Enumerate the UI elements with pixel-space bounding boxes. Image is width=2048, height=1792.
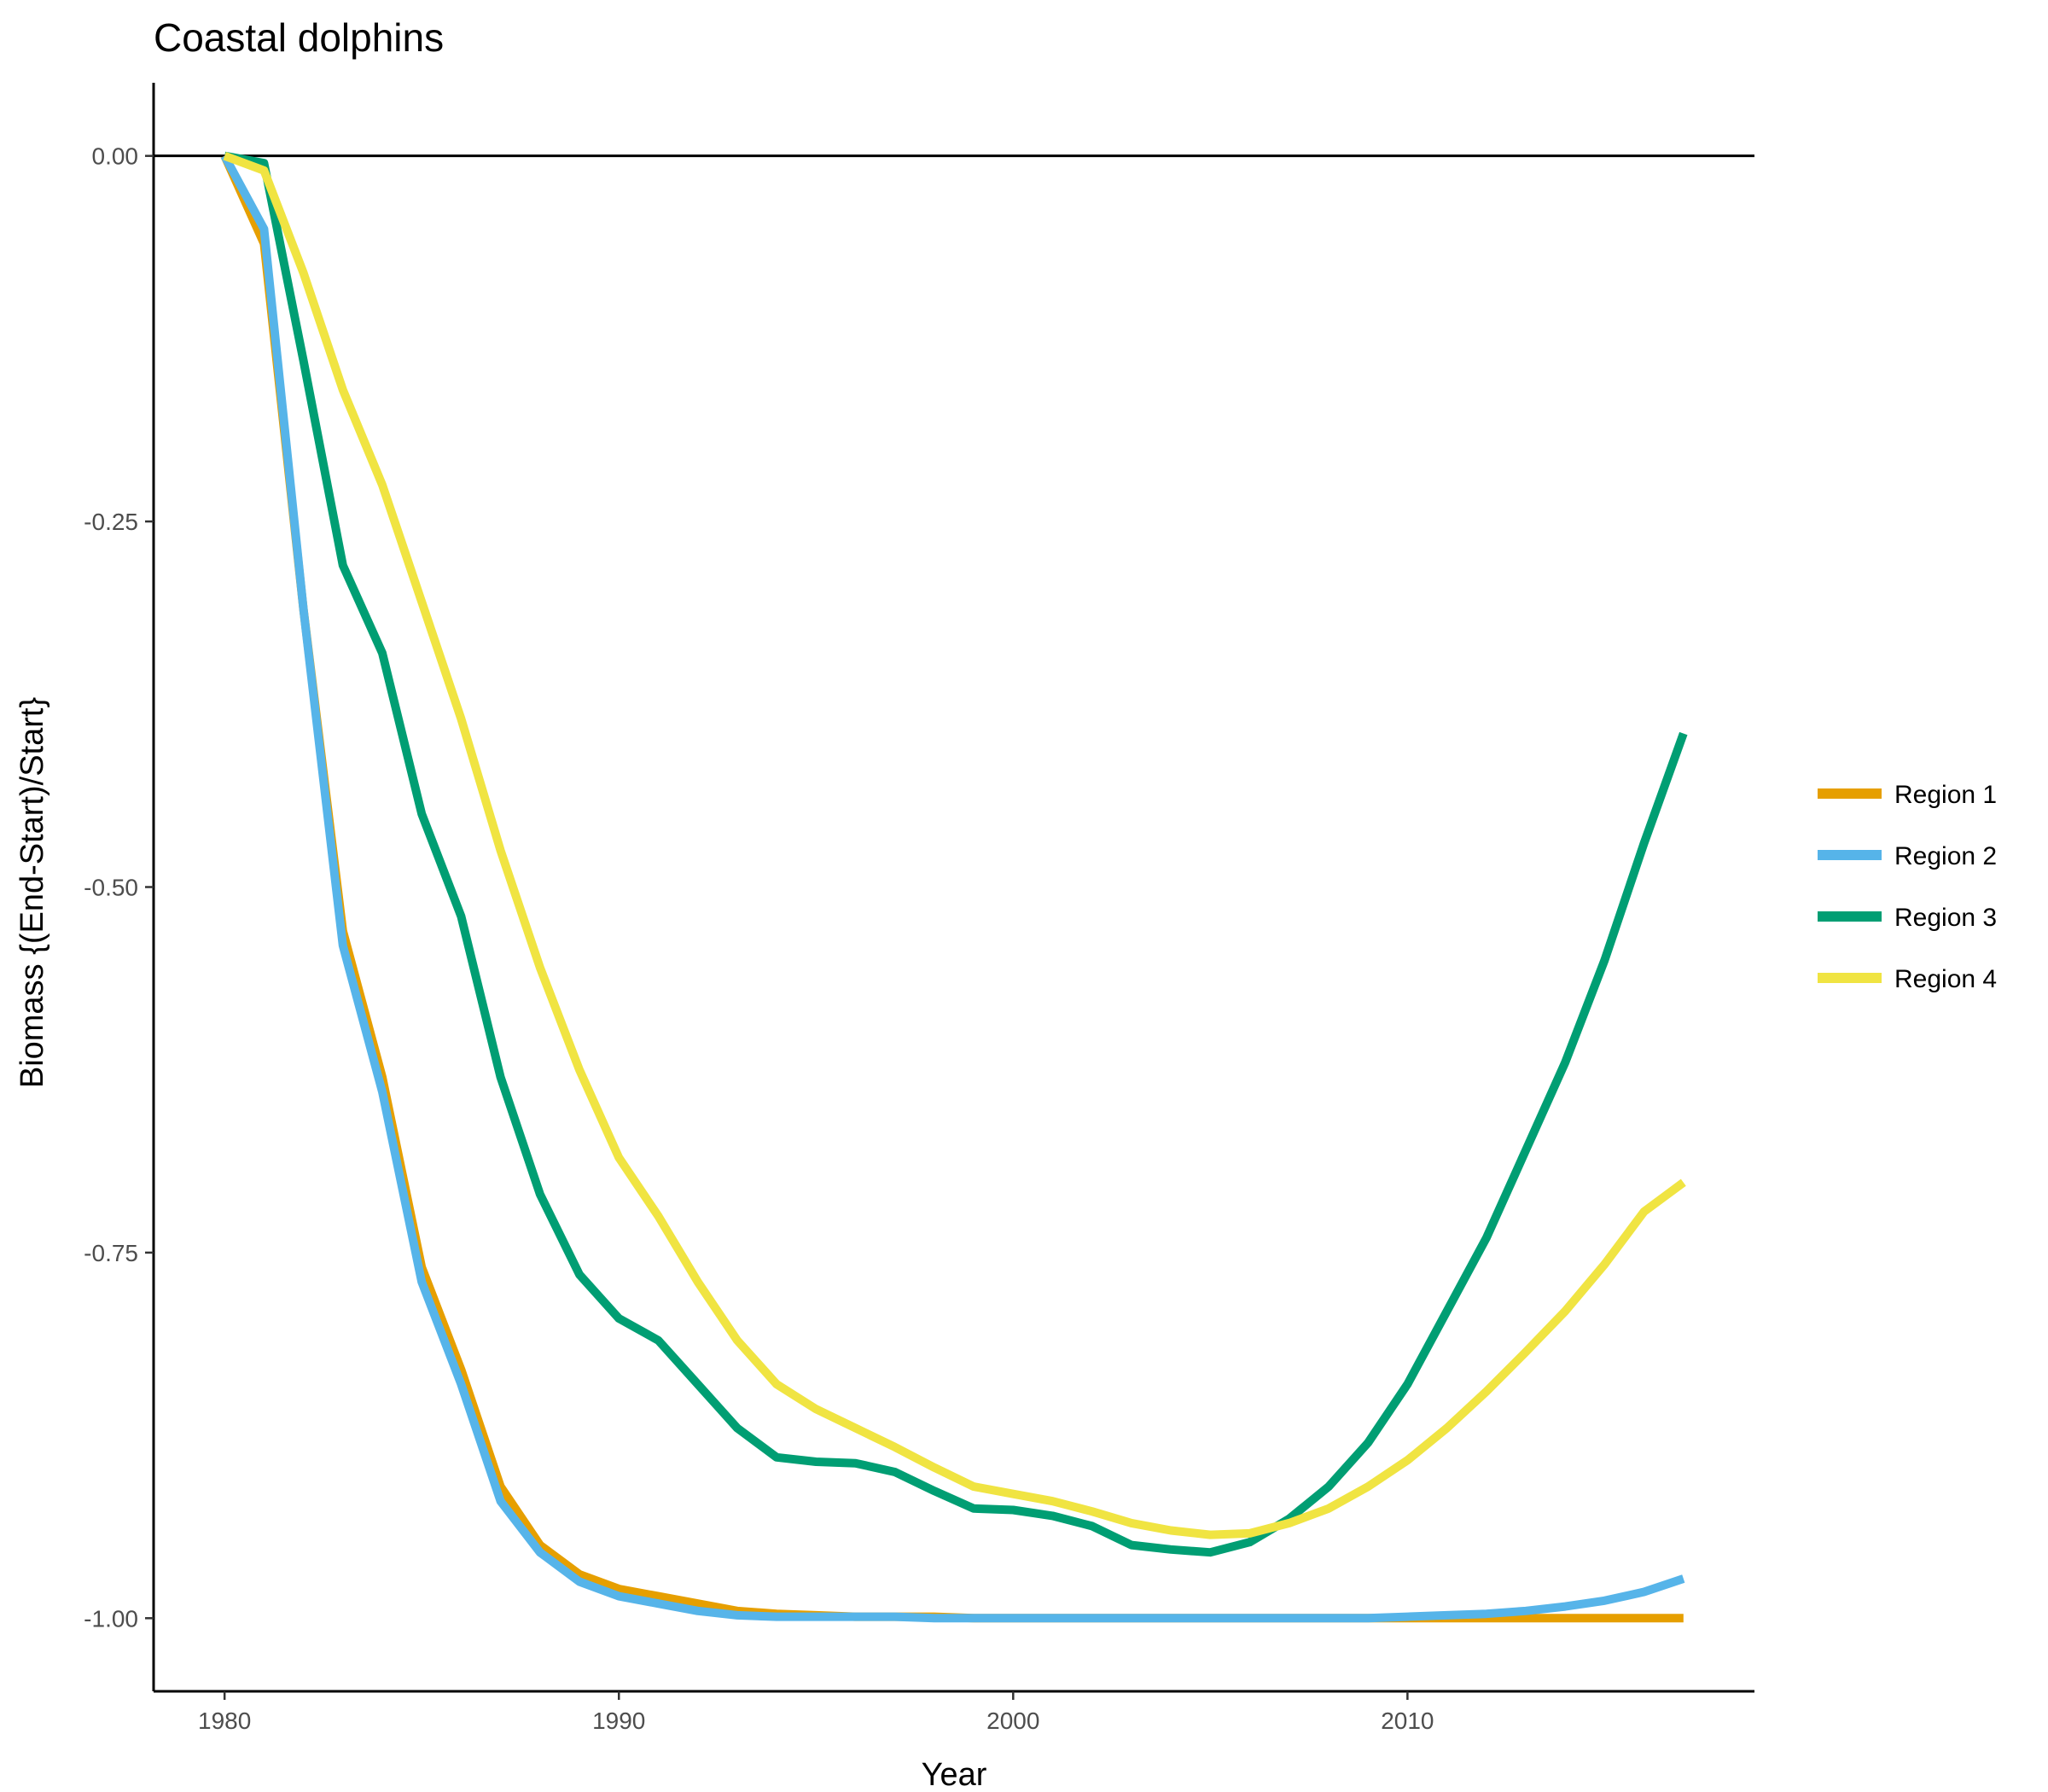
y-tick-label: -0.50 bbox=[84, 875, 138, 901]
y-tick-label: -0.25 bbox=[84, 509, 138, 535]
series-line-region-1 bbox=[220, 154, 1684, 1623]
series-line-region-3 bbox=[224, 151, 1688, 1557]
x-tick-label: 2010 bbox=[1381, 1708, 1434, 1734]
y-tick-label: -0.75 bbox=[84, 1240, 138, 1266]
y-axis-title: Biomass {(End-Start)/Start} bbox=[15, 697, 50, 1088]
x-tick-label: 1980 bbox=[198, 1708, 251, 1734]
legend-label-region-4: Region 4 bbox=[1894, 965, 1997, 993]
legend-label-region-3: Region 3 bbox=[1894, 904, 1997, 932]
legend: Region 1 Region 2 Region 3 Region 4 bbox=[1818, 781, 1997, 993]
chart-title: Coastal dolphins bbox=[154, 15, 444, 60]
legend-label-region-2: Region 2 bbox=[1894, 842, 1997, 870]
series-line-region-2 bbox=[220, 154, 1685, 1623]
x-tick-label: 2000 bbox=[986, 1708, 1039, 1734]
axes: 1980 1990 2000 2010 0.00 -0.25 -0.50 -0.75 -1.00 bbox=[84, 83, 1754, 1734]
plot-area bbox=[154, 151, 1754, 1623]
series-line-region-4 bbox=[223, 152, 1686, 1539]
y-tick-label: -1.00 bbox=[84, 1605, 138, 1632]
x-tick-label: 1990 bbox=[592, 1708, 645, 1734]
legend-label-region-1: Region 1 bbox=[1894, 781, 1997, 809]
y-tick-label: 0.00 bbox=[92, 143, 139, 170]
x-axis-title: Year bbox=[922, 1757, 987, 1792]
